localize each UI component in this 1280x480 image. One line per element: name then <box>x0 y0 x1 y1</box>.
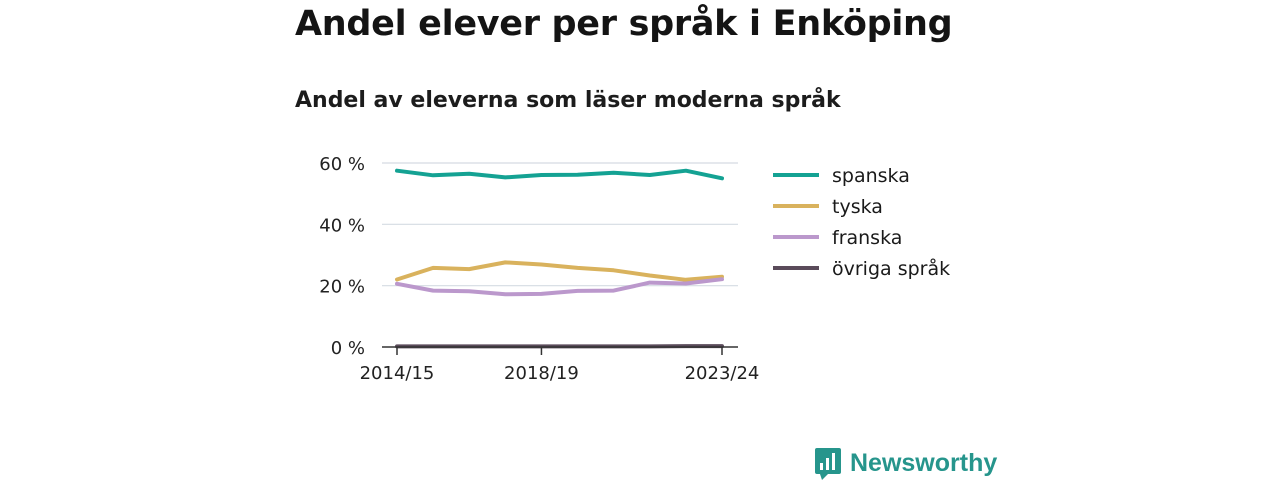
y-tick-label: 40 % <box>319 215 365 236</box>
x-tick-label: 2018/19 <box>504 363 579 384</box>
newsworthy-logo-icon <box>815 448 841 480</box>
y-tick-label: 0 % <box>331 338 365 359</box>
legend-label: övriga språk <box>832 257 950 280</box>
legend-label: tyska <box>832 196 883 218</box>
y-tick-label: 20 % <box>319 277 365 298</box>
brand-name: Newsworthy <box>850 449 998 477</box>
y-tick-label: 60 % <box>319 154 365 175</box>
series-line <box>395 277 724 297</box>
x-tick-label: 2023/24 <box>685 363 760 384</box>
legend-label: spanska <box>832 165 910 187</box>
legend-label: franska <box>832 227 902 249</box>
chart-subtitle: Andel av eleverna som läser moderna språ… <box>295 88 841 113</box>
series-line <box>395 260 724 282</box>
brand-logo: Newsworthy <box>814 447 997 480</box>
chart-title: Andel elever per språk i Enköping <box>295 4 953 44</box>
x-tick-label: 2014/15 <box>360 363 435 384</box>
series-line <box>395 168 724 181</box>
line-chart: 0 % 20 % 40 % 60 % 2014/15 2018/19 2023/24 span… <box>319 154 950 384</box>
